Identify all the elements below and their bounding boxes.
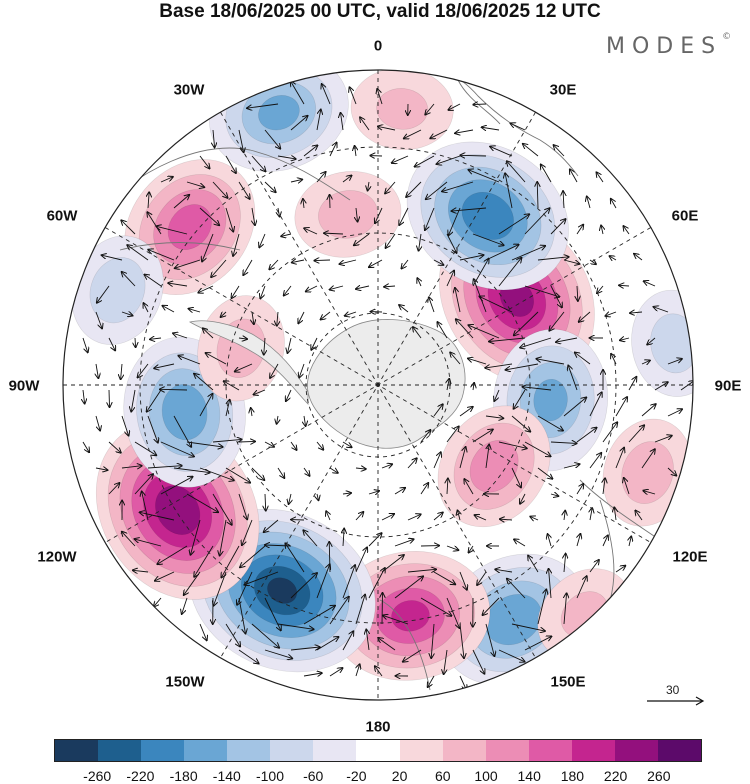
colorbar-tick-label: 140 xyxy=(518,768,541,784)
colorbar-swatch xyxy=(55,740,98,761)
lon-label-60e: 60E xyxy=(672,208,699,225)
colorbar-swatch xyxy=(658,740,701,761)
lon-label-30e: 30E xyxy=(550,82,577,99)
colorbar-swatch xyxy=(400,740,443,761)
lon-label-60w: 60W xyxy=(47,208,78,225)
colorbar-swatch xyxy=(227,740,270,761)
lon-label-120w: 120W xyxy=(37,549,76,566)
wind-arrow xyxy=(239,441,255,442)
colorbar-swatch xyxy=(443,740,486,761)
colorbar-tick-label: 180 xyxy=(561,768,584,784)
colorbar-swatch xyxy=(270,740,313,761)
wind-arrow xyxy=(109,390,110,407)
lon-label-150w: 150W xyxy=(165,674,204,691)
south-pole-marker xyxy=(376,383,380,387)
colorbar-tick-label: 60 xyxy=(435,768,451,784)
colorbar-swatch xyxy=(184,740,227,761)
colorbar-tick-label: -260 xyxy=(83,768,111,784)
colorbar-swatch xyxy=(98,740,141,761)
colorbar-tick-label: 260 xyxy=(647,768,670,784)
colorbar-tick-label: -220 xyxy=(126,768,154,784)
colorbar-swatch xyxy=(313,740,356,761)
lon-label-30w: 30W xyxy=(174,82,205,99)
wind-arrow xyxy=(135,338,136,347)
colorbar-tick-label: -20 xyxy=(346,768,366,784)
colorbar-swatch xyxy=(356,740,399,761)
colorbar-swatch xyxy=(529,740,572,761)
lon-label-0: 0 xyxy=(374,38,382,55)
colorbar-swatch xyxy=(486,740,529,761)
colorbar-tick-label: -100 xyxy=(256,768,284,784)
reference-vector-label: 30 xyxy=(666,683,679,697)
lon-label-120e: 120E xyxy=(672,549,707,566)
colorbar-tick-label: -180 xyxy=(170,768,198,784)
colorbar-swatch xyxy=(572,740,615,761)
wind-arrow xyxy=(473,104,486,105)
lon-label-150e: 150E xyxy=(550,674,585,691)
colorbar-tick-label: -60 xyxy=(303,768,323,784)
colorbar-swatch xyxy=(141,740,184,761)
wind-arrow xyxy=(314,260,330,261)
lon-label-180: 180 xyxy=(365,719,390,736)
colorbar-tick-label: -140 xyxy=(213,768,241,784)
lon-label-90w: 90W xyxy=(9,378,40,395)
colorbar-tick-label: 100 xyxy=(474,768,497,784)
colorbar-swatch xyxy=(615,740,658,761)
colorbar-tick-label: 220 xyxy=(604,768,627,784)
lon-label-90e: 90E xyxy=(715,378,742,395)
colorbar-tick-label: 20 xyxy=(392,768,408,784)
colorbar xyxy=(54,739,702,762)
